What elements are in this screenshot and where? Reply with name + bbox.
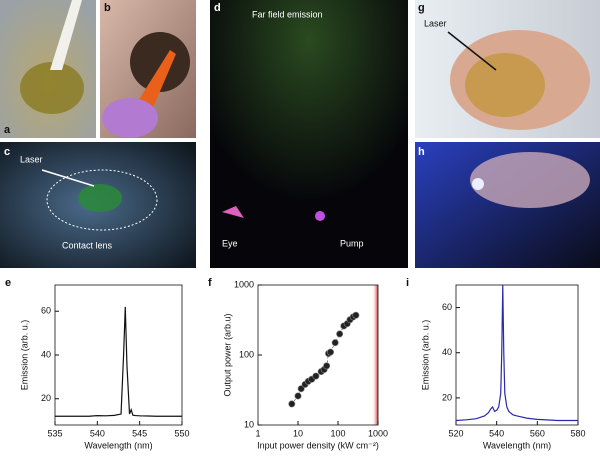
laser-glow bbox=[472, 178, 484, 190]
photo-label: Pump bbox=[340, 238, 364, 248]
y-tick-label: 60 bbox=[442, 302, 452, 312]
x-axis-label: Wavelength (nm) bbox=[84, 440, 152, 450]
y-axis-label: Output power (arb.u) bbox=[222, 313, 232, 396]
y-tick-label: 40 bbox=[442, 347, 452, 357]
y-axis-label: Emission (arb. u.) bbox=[19, 320, 29, 391]
plot-frame bbox=[54, 284, 183, 426]
x-tick-label: 1 bbox=[255, 428, 260, 438]
panel-letter: c bbox=[4, 146, 10, 158]
point bbox=[297, 385, 305, 393]
point bbox=[323, 362, 331, 370]
tweezers bbox=[50, 0, 82, 70]
x-tick-label: 535 bbox=[47, 428, 62, 438]
panel-letter: f bbox=[208, 277, 212, 289]
point bbox=[327, 348, 335, 356]
pump-glow bbox=[315, 211, 325, 221]
lens-outline bbox=[46, 169, 158, 231]
x-tick-label: 550 bbox=[174, 428, 189, 438]
panel-letter: g bbox=[418, 2, 425, 14]
x-tick-label: 580 bbox=[570, 428, 585, 438]
charts: e 535 540 545 550 20 40 60 Wavelength (nm) Emissi… bbox=[5, 277, 586, 450]
photo-label: Laser bbox=[20, 154, 43, 164]
eye-glow bbox=[222, 206, 244, 218]
eye bbox=[130, 32, 190, 92]
point bbox=[331, 339, 339, 347]
x-tick-label: 1000 bbox=[368, 428, 388, 438]
photo-label: Eye bbox=[222, 238, 238, 248]
panel-letter: a bbox=[4, 124, 11, 136]
y-axis-label: Emission (arb. u.) bbox=[420, 320, 430, 391]
panel-letter: b bbox=[104, 2, 111, 14]
x-tick-label: 540 bbox=[489, 428, 504, 438]
line bbox=[455, 284, 578, 422]
point bbox=[352, 311, 360, 319]
panel-letter: e bbox=[5, 277, 11, 289]
photo bbox=[210, 0, 408, 268]
y-tick-label: 100 bbox=[239, 349, 254, 359]
x-axis-label: Input power density (kW cm⁻²) bbox=[257, 440, 379, 450]
finger bbox=[470, 152, 590, 208]
y-tick-label: 20 bbox=[41, 393, 51, 403]
x-tick-label: 545 bbox=[132, 428, 147, 438]
y-tick-label: 60 bbox=[41, 306, 51, 316]
point bbox=[336, 330, 344, 338]
photo-label: Far field emission bbox=[252, 9, 323, 19]
photo-label: Contact lens bbox=[62, 240, 113, 250]
plot-frame bbox=[455, 284, 579, 426]
x-tick-label: 540 bbox=[90, 428, 105, 438]
y-tick-label: 10 bbox=[244, 419, 254, 429]
panel-letter: d bbox=[214, 2, 221, 14]
panel-letter: i bbox=[406, 277, 409, 289]
lens bbox=[20, 62, 84, 114]
x-tick-label: 520 bbox=[448, 428, 463, 438]
y-tick-label: 20 bbox=[442, 392, 452, 402]
y-tick-label: 1000 bbox=[234, 279, 254, 289]
x-tick-label: 10 bbox=[293, 428, 303, 438]
x-tick-label: 100 bbox=[330, 428, 345, 438]
plot-frame bbox=[257, 284, 379, 426]
y-tick-label: 40 bbox=[41, 349, 51, 359]
line bbox=[55, 306, 182, 417]
arrow bbox=[41, 169, 95, 187]
arrow bbox=[447, 31, 497, 71]
glove bbox=[102, 98, 158, 138]
x-axis-label: Wavelength (nm) bbox=[483, 440, 551, 450]
x-tick-label: 560 bbox=[530, 428, 545, 438]
highlight bbox=[371, 285, 378, 425]
point bbox=[294, 392, 302, 400]
panel-letter: h bbox=[418, 146, 425, 158]
photo-label: Laser bbox=[424, 18, 447, 28]
point bbox=[288, 400, 296, 408]
nail bbox=[465, 53, 545, 117]
laser-spot bbox=[78, 184, 122, 212]
point bbox=[312, 372, 320, 380]
